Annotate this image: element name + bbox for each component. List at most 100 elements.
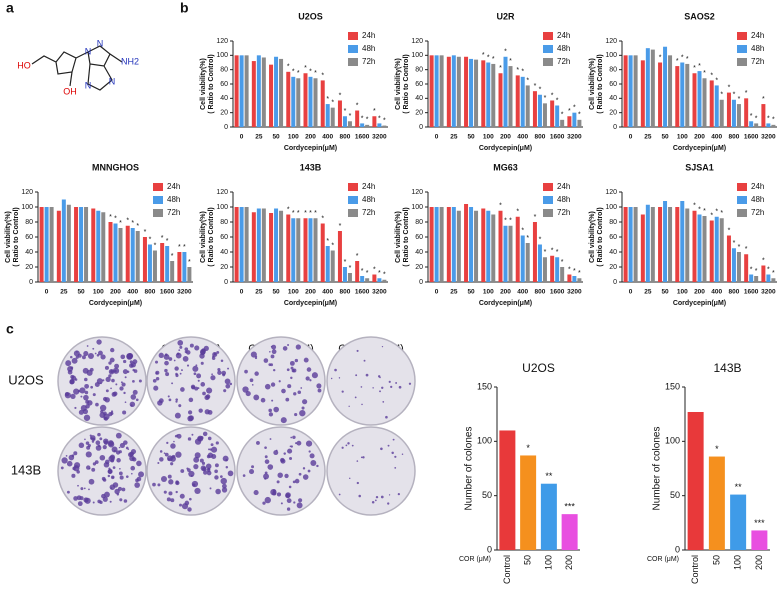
bar	[130, 228, 135, 282]
colony	[392, 438, 395, 441]
colony	[175, 372, 178, 376]
legend-swatch	[543, 45, 553, 53]
significance-mark: **	[545, 471, 553, 481]
significance-mark: *	[499, 65, 502, 72]
chart-title: 143B	[300, 162, 322, 172]
bar	[308, 76, 313, 127]
x-tick-label: 1600	[550, 289, 565, 296]
significance-mark: **	[735, 482, 743, 492]
significance-mark: *	[356, 253, 359, 260]
x-tick-label: 50	[272, 134, 280, 141]
significance-mark: *	[544, 249, 547, 256]
colony	[179, 503, 182, 507]
bar	[726, 235, 731, 282]
significance-mark: *	[126, 218, 129, 225]
colony	[355, 374, 358, 377]
colony	[256, 440, 260, 445]
bar	[451, 207, 456, 282]
significance-mark: *	[710, 212, 713, 219]
bar	[766, 274, 771, 282]
x-tick-label: 400	[322, 134, 333, 141]
colony	[115, 450, 121, 455]
colony	[295, 442, 298, 445]
y-tick-label: 120	[21, 189, 33, 196]
colony	[200, 361, 204, 365]
colony	[177, 340, 184, 346]
colony	[286, 498, 292, 504]
bar	[125, 225, 130, 282]
significance-mark: *	[304, 210, 307, 217]
y-tick-label: 40	[609, 95, 617, 102]
significance-mark: *	[733, 240, 736, 247]
bar	[446, 56, 451, 128]
bar	[560, 119, 565, 127]
x-tick-label: 1600	[550, 134, 565, 141]
colony	[70, 355, 73, 359]
colony	[129, 401, 136, 408]
colony	[317, 388, 322, 393]
colony	[112, 466, 116, 469]
bar	[709, 220, 714, 282]
colony	[104, 491, 110, 498]
significance-mark: *	[710, 72, 713, 79]
significance-mark: *	[314, 210, 317, 217]
significance-mark: *	[556, 249, 559, 256]
colony	[311, 372, 318, 379]
colony	[160, 475, 167, 483]
colony	[387, 444, 390, 447]
colony	[86, 465, 91, 470]
significance-mark: *	[171, 253, 174, 260]
colony	[175, 480, 179, 484]
colony	[379, 376, 381, 379]
colony	[214, 469, 218, 474]
colony	[206, 387, 213, 394]
bar	[434, 55, 439, 128]
significance-mark: *	[568, 108, 571, 115]
colony	[381, 345, 384, 348]
colony	[309, 453, 315, 459]
colony	[302, 467, 306, 470]
bar	[147, 244, 152, 282]
significance-mark: *	[136, 223, 139, 230]
colony	[84, 390, 89, 395]
legend-swatch	[348, 32, 358, 40]
colony	[375, 495, 379, 499]
y-tick-label: 80	[609, 219, 617, 226]
x-tick-label: 200	[694, 134, 705, 141]
bar	[640, 60, 645, 127]
colony	[179, 345, 183, 349]
significance-mark: *	[750, 266, 753, 273]
colony	[173, 440, 175, 443]
chart-title: SAOS2	[684, 11, 715, 21]
chart-title: 143B	[713, 361, 741, 375]
colony	[374, 499, 377, 502]
significance-mark: *	[504, 218, 507, 225]
colony	[77, 353, 82, 358]
bar	[464, 204, 469, 282]
colony	[94, 460, 99, 465]
colony	[345, 444, 348, 447]
colony	[275, 449, 278, 452]
bar	[555, 105, 560, 127]
colony	[348, 405, 350, 408]
legend-label: 72h	[751, 208, 764, 217]
significance-mark: *	[738, 244, 741, 251]
y-tick-label: 0	[29, 279, 33, 286]
colony	[77, 501, 83, 507]
y-axis-title: ( Ratio to Control)	[597, 207, 604, 267]
bar	[680, 62, 685, 127]
bar	[66, 204, 71, 282]
legend-label: 72h	[557, 57, 570, 66]
x-tick-label: Control	[502, 555, 512, 584]
colony	[205, 394, 211, 399]
colony	[131, 472, 133, 475]
colony	[194, 487, 201, 495]
legend-swatch	[737, 183, 747, 191]
colony	[113, 449, 116, 453]
colony	[166, 441, 169, 445]
significance-mark: *	[339, 223, 342, 230]
bar	[313, 78, 318, 127]
significance-mark: *	[287, 206, 290, 213]
x-tick-label: 800	[535, 289, 546, 296]
bar	[79, 207, 84, 282]
